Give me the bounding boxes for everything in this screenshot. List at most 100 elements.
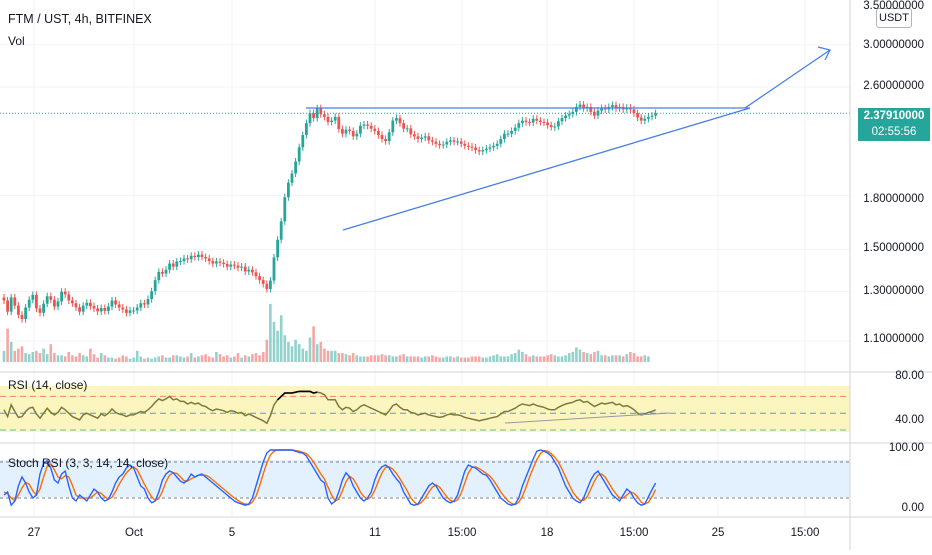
candle-body bbox=[571, 111, 575, 115]
candle-body bbox=[74, 303, 78, 308]
candle-body bbox=[157, 271, 161, 281]
candle-body bbox=[474, 147, 477, 151]
volume-bar bbox=[24, 353, 27, 362]
volume-bar bbox=[233, 356, 236, 362]
candle-body bbox=[319, 108, 323, 115]
candle-body bbox=[477, 150, 481, 152]
rsi-series bbox=[0, 390, 850, 431]
candle-body bbox=[251, 269, 254, 273]
volume-bar bbox=[625, 354, 629, 362]
candle-body bbox=[38, 308, 42, 313]
candle-body bbox=[215, 261, 218, 264]
volume-bar bbox=[366, 356, 369, 362]
candle-body bbox=[344, 129, 348, 134]
candle-body bbox=[499, 139, 503, 144]
volume-bar bbox=[344, 354, 348, 362]
volume-bar bbox=[585, 353, 589, 362]
candle-body bbox=[492, 145, 495, 148]
volume-bar bbox=[157, 356, 161, 362]
volume-bar bbox=[308, 337, 312, 362]
volume-bar bbox=[596, 350, 600, 362]
candle-body bbox=[405, 128, 409, 130]
time-tick: 15:00 bbox=[447, 527, 477, 539]
volume-bar bbox=[225, 355, 229, 362]
candle-body bbox=[639, 117, 643, 121]
candle-body bbox=[200, 254, 204, 257]
volume-bar bbox=[49, 344, 53, 362]
rsi-overbought-line bbox=[277, 390, 318, 401]
candle-body bbox=[297, 147, 301, 162]
volume-bar bbox=[423, 356, 427, 362]
candle-body bbox=[488, 147, 492, 149]
volume-bar bbox=[348, 355, 351, 362]
candle-body bbox=[2, 297, 6, 301]
candle-body bbox=[643, 118, 647, 121]
rsi-tick: 40.00 bbox=[895, 414, 924, 426]
price-tick: 3.00000000 bbox=[863, 39, 924, 51]
currency-selector[interactable]: USDT bbox=[876, 8, 912, 28]
volume-bar bbox=[467, 357, 470, 362]
candle-body bbox=[229, 264, 233, 267]
candle-body bbox=[578, 104, 582, 107]
candle-body bbox=[279, 221, 283, 240]
candle-body bbox=[132, 310, 135, 312]
volume-bar bbox=[125, 356, 128, 362]
candle-body bbox=[49, 296, 53, 300]
candle-body bbox=[387, 132, 391, 142]
candle-body bbox=[636, 113, 639, 118]
volume-bar bbox=[607, 356, 611, 362]
stoch-series bbox=[0, 449, 850, 507]
price-tick: 1.50000000 bbox=[863, 242, 924, 254]
candle-body bbox=[416, 136, 420, 140]
volume-bar bbox=[477, 356, 481, 362]
volume-bar bbox=[74, 356, 78, 362]
time-tick: Oct bbox=[125, 527, 143, 539]
volume-bar bbox=[45, 354, 49, 362]
volume-bar bbox=[459, 357, 463, 362]
volume-bar bbox=[647, 356, 650, 362]
candle-body bbox=[161, 271, 164, 274]
volume-bar bbox=[150, 358, 153, 362]
candle-body bbox=[81, 305, 85, 312]
volume-bar bbox=[560, 356, 564, 362]
candle-body bbox=[45, 296, 49, 304]
candle-body bbox=[438, 143, 441, 146]
volume-bar bbox=[63, 356, 67, 362]
volume-bar bbox=[319, 341, 323, 362]
volume-bar bbox=[564, 355, 567, 362]
volume-bar bbox=[636, 356, 639, 362]
volume-bar bbox=[402, 354, 405, 362]
volume-bar bbox=[283, 335, 287, 362]
volume-bar bbox=[531, 355, 535, 362]
volume-bar bbox=[434, 356, 438, 362]
candle-body bbox=[333, 116, 337, 121]
volume-bar bbox=[279, 315, 283, 362]
candle-body bbox=[485, 148, 488, 151]
candle-body bbox=[175, 261, 179, 267]
volume-bar bbox=[553, 355, 557, 362]
volume-bar bbox=[513, 353, 517, 362]
candle-body bbox=[56, 301, 60, 307]
volume-bar bbox=[603, 355, 607, 362]
volume-bar bbox=[186, 356, 189, 362]
candle-body bbox=[189, 255, 193, 260]
candle-body bbox=[647, 116, 650, 119]
stoch-d-line bbox=[3, 449, 657, 506]
candle-body bbox=[603, 108, 607, 110]
volume-bar bbox=[380, 354, 384, 362]
volume-bar bbox=[92, 354, 96, 362]
volume-bar bbox=[481, 357, 485, 362]
candle-body bbox=[276, 239, 279, 258]
volume-bar bbox=[143, 358, 146, 362]
volume-bar bbox=[510, 354, 513, 362]
volume-bar bbox=[521, 351, 524, 362]
volume-bar bbox=[618, 355, 621, 362]
candle-body bbox=[135, 307, 139, 311]
volume-bar bbox=[89, 348, 92, 362]
volume-bar bbox=[359, 356, 362, 362]
candle-body bbox=[63, 291, 67, 295]
candle-body bbox=[121, 307, 125, 310]
volume-bar bbox=[6, 328, 9, 362]
